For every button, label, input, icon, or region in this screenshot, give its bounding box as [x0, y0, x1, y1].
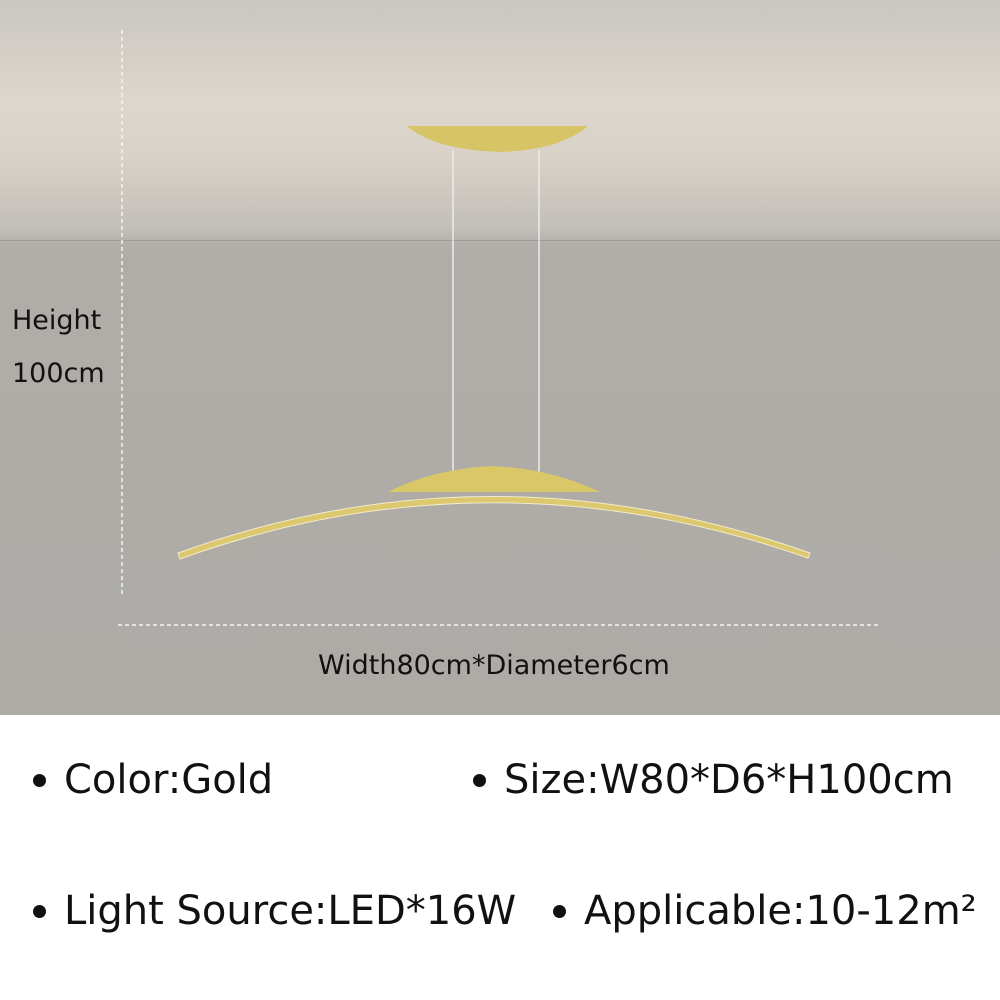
lamp-arc: [177, 496, 811, 560]
spec-text: Color:Gold: [64, 757, 274, 803]
spec-applicable: Applicable:10-12m²: [553, 888, 977, 934]
ceiling-canopy: [407, 126, 588, 152]
spec-text: Light Source:LED*16W: [64, 888, 517, 934]
bullet-icon: [33, 904, 46, 918]
product-photo: Height 100cm Width80cm*Diameter6cm: [0, 0, 1000, 715]
lamp-shade: [388, 466, 600, 492]
bullet-icon: [33, 773, 46, 787]
height-value: 100cm: [12, 358, 105, 389]
spec-text: Applicable:10-12m²: [584, 888, 977, 934]
spec-light-source: Light Source:LED*16W: [33, 888, 516, 934]
pendant-lamp-illustration: [118, 30, 880, 626]
ceiling-line: [0, 240, 1000, 241]
bullet-icon: [553, 904, 566, 918]
width-label: Width80cm*Diameter6cm: [318, 650, 670, 681]
spec-text: Size:W80*D6*H100cm: [504, 757, 954, 803]
spec-color: Color:Gold: [33, 757, 273, 803]
spec-size: Size:W80*D6*H100cm: [473, 757, 954, 803]
bullet-icon: [473, 773, 486, 787]
height-label: Height: [12, 305, 102, 336]
